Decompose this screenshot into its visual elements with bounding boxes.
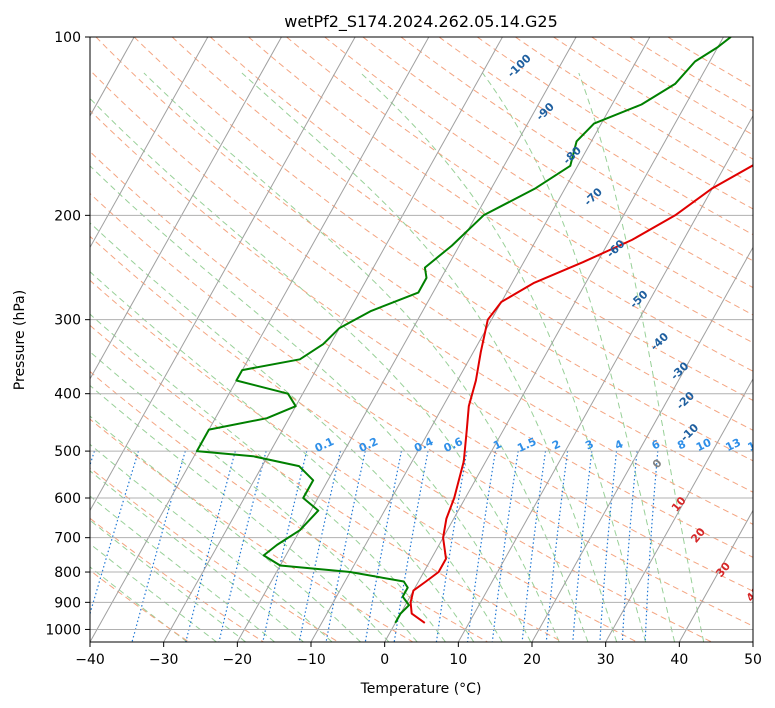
y-tick-label: 700 — [54, 531, 81, 547]
moist-adiabat-line — [241, 72, 618, 642]
mixing-ratio-label: 16 — [746, 436, 766, 454]
isotherm-line — [163, 37, 503, 642]
dry-adiabat-line — [90, 418, 414, 642]
moist-adiabat-line — [90, 165, 532, 642]
x-tick-label: −30 — [149, 652, 179, 668]
isotherm-line — [605, 377, 753, 642]
x-tick-label: 10 — [449, 652, 467, 668]
moist-adiabat-line — [90, 222, 503, 642]
y-tick-label: 900 — [54, 595, 81, 611]
isotherm-line — [90, 37, 430, 642]
dry-adiabat-line — [133, 37, 753, 462]
moist-adiabat-line — [90, 415, 361, 642]
mixing-ratio-label: 13 — [724, 436, 743, 454]
dry-adiabat-line — [400, 37, 753, 262]
y-tick-label: 300 — [54, 313, 81, 329]
mixing-ratio-lines — [90, 450, 659, 642]
dry-adiabat-line — [362, 37, 753, 289]
moist-adiabat-line — [482, 72, 676, 642]
isotherms — [90, 37, 753, 642]
y-axis-label: Pressure (hPa) — [12, 290, 28, 390]
plot-frame — [89, 36, 754, 643]
moist-adiabat-line — [90, 443, 333, 642]
dry-adiabat-line — [477, 37, 753, 210]
dry-adiabat-line — [90, 69, 753, 525]
mixing-ratio-line — [572, 451, 593, 642]
mixing-ratio-line — [185, 450, 236, 642]
mixing-ratio-line — [521, 451, 547, 642]
x-axis: −40 −30 −20 −10 0 10 20 30 40 50 — [75, 642, 762, 668]
dry-adiabat-line — [90, 109, 753, 558]
x-tick-label: −10 — [296, 652, 326, 668]
mixing-ratio-line — [435, 450, 468, 642]
dry-adiabat-line — [286, 37, 753, 344]
mixing-ratio-line — [90, 450, 139, 616]
isotherm-line — [531, 246, 753, 642]
y-tick-label: 800 — [54, 565, 81, 581]
mixing-ratio-line — [466, 451, 496, 642]
mixing-ratio-line — [325, 450, 366, 642]
y-tick-label: 400 — [54, 387, 81, 403]
isotherm-line — [384, 37, 724, 642]
isotherm-line — [90, 37, 282, 380]
y-tick-label: 600 — [54, 491, 81, 507]
x-tick-label: 50 — [744, 652, 762, 668]
x-axis-label: Temperature (°C) — [360, 681, 482, 697]
dry-adiabat-line — [248, 37, 753, 372]
dry-adiabat-line — [90, 150, 753, 592]
dry-adiabat-line — [90, 279, 638, 642]
mixing-ratio-line — [364, 450, 402, 642]
mixing-ratio-line — [393, 450, 429, 642]
moist-adiabat-line — [90, 313, 446, 642]
y-tick-label: 200 — [54, 208, 81, 224]
x-tick-label: −20 — [223, 652, 253, 668]
temperature-profile-line — [409, 164, 753, 624]
plot-area: -100-90-80-70-60-50-40-30-20-100.1 0.2 0.4… — [90, 37, 766, 642]
mixing-ratio-line — [491, 451, 519, 642]
isotherm-line — [236, 37, 577, 642]
mixing-ratio-line — [218, 450, 267, 642]
x-tick-label: 30 — [597, 652, 615, 668]
dry-adiabat-line — [171, 37, 753, 431]
moist-adiabat-line — [578, 72, 705, 642]
mixing-ratio-line — [131, 450, 186, 642]
moist-adiabat-line — [90, 470, 304, 642]
isotherm-line — [457, 114, 753, 642]
isotherm-line — [310, 37, 651, 642]
dry-adiabats — [90, 37, 753, 642]
dry-adiabat-line — [90, 235, 712, 642]
dewpoint-profile-line — [195, 37, 732, 624]
profile-series — [195, 37, 753, 624]
isotherm-line — [678, 509, 753, 642]
isotherm-line — [90, 37, 356, 512]
chart-title: wetPf2_S174.2024.262.05.14.G25 — [284, 12, 558, 32]
x-tick-label: −40 — [75, 652, 105, 668]
moist-adiabat-line — [360, 72, 647, 642]
x-tick-label: 40 — [670, 652, 688, 668]
mixing-ratio-line — [262, 450, 308, 642]
x-tick-label: 0 — [380, 652, 389, 668]
dry-adiabat-line — [90, 324, 563, 642]
y-tick-label: 500 — [54, 444, 81, 460]
moist-adiabat-line — [90, 271, 475, 642]
moist-adiabat-line — [143, 72, 589, 642]
moist-adiabat-line — [90, 351, 418, 642]
y-axis: 100 200 300 400 500 600 700 800 900 1000 — [45, 30, 90, 638]
x-tick-label: 20 — [523, 652, 541, 668]
y-tick-label: 100 — [54, 30, 81, 46]
mixing-ratio-label: 10 — [694, 436, 714, 454]
isotherm-line — [90, 37, 209, 249]
dry-adiabat-line — [90, 192, 753, 627]
mixing-ratio-line — [298, 450, 342, 642]
moist-adiabat-label: 40 — [744, 584, 764, 604]
y-tick-label: 1000 — [45, 622, 81, 638]
dry-adiabat-line — [553, 37, 753, 160]
